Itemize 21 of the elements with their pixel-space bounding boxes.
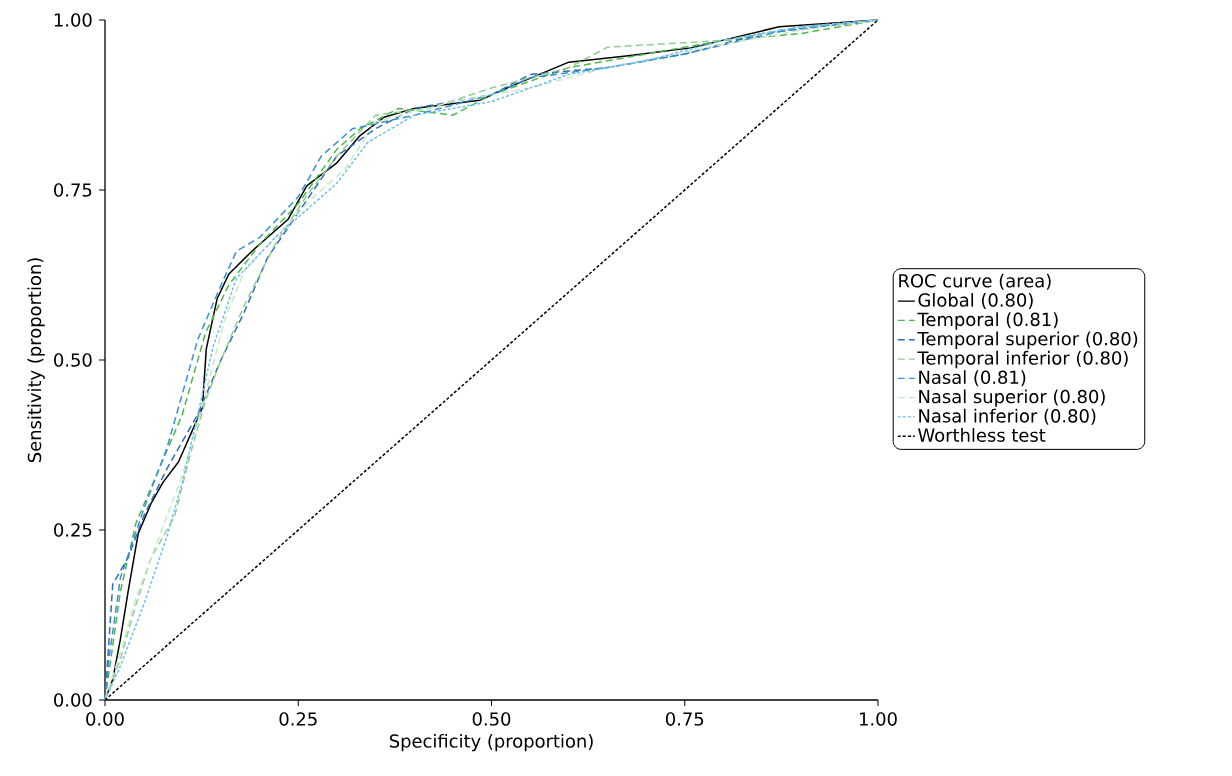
legend-label: Nasal inferior (0.80) <box>919 408 1096 425</box>
legend-label: Worthless test <box>918 428 1046 442</box>
x-tick-label: 0.00 <box>86 712 124 726</box>
legend-label: Temporal (0.81) <box>917 312 1058 330</box>
legend-label: Temporal inferior (0.80) <box>917 350 1128 369</box>
legend-title: ROC curve (area) <box>899 273 1051 290</box>
legend-label: Nasal (0.81) <box>919 370 1026 387</box>
x-tick-label: 0.25 <box>279 712 317 726</box>
y-tick-label: 1.00 <box>54 13 92 27</box>
x-tick-label: 0.75 <box>665 712 704 726</box>
x-axis-title: Specificity (proportion) <box>389 733 593 752</box>
y-tick-label: 0.75 <box>54 183 92 197</box>
legend-label: Nasal superior (0.80) <box>919 389 1105 407</box>
legend-label: Global (0.80) <box>918 292 1033 309</box>
x-tick-label: 0.50 <box>472 712 511 726</box>
y-tick-label: 0.00 <box>54 693 92 707</box>
y-axis-title: Sensitivity (proportion) <box>27 258 45 463</box>
legend-label: Temporal superior (0.80) <box>917 331 1138 349</box>
y-tick-label: 0.25 <box>54 523 92 537</box>
y-tick-label: 0.50 <box>54 353 92 367</box>
x-tick-label: 1.00 <box>860 712 897 726</box>
